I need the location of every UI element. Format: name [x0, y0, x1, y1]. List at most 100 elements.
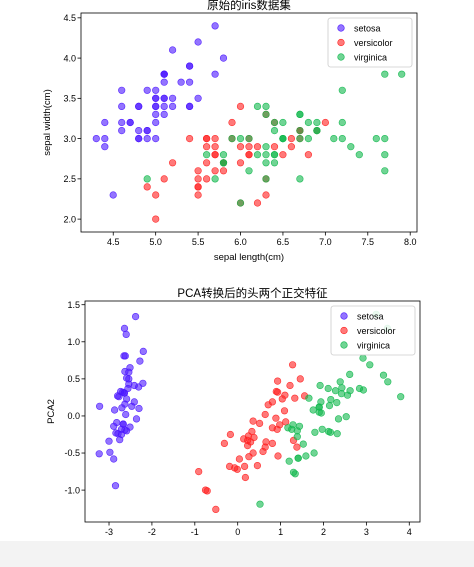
data-point-setosa	[139, 379, 147, 387]
data-point-virginica	[310, 449, 318, 457]
data-point-versicolor	[211, 143, 219, 151]
data-point-virginica	[346, 370, 354, 379]
data-point-setosa	[143, 86, 151, 94]
data-point-setosa	[118, 118, 126, 127]
data-point-virginica	[293, 433, 301, 441]
data-point-virginica	[359, 354, 367, 362]
data-point-virginica	[279, 118, 287, 127]
x-tick-label: 0	[235, 527, 240, 537]
legend-marker-versicolor	[337, 38, 345, 47]
data-point-setosa	[118, 86, 126, 94]
data-point-versicolor	[286, 381, 294, 390]
x-axis-label: sepal length(cm)	[214, 252, 284, 263]
data-point-setosa	[120, 324, 129, 333]
data-point-virginica	[333, 399, 341, 407]
data-point-setosa	[115, 393, 123, 401]
chart-title: PCA转换后的头两个正交特征	[177, 286, 328, 300]
data-point-virginica	[304, 135, 313, 143]
data-point-setosa	[132, 415, 141, 423]
data-point-setosa	[152, 110, 160, 118]
y-tick-label: 2.5	[63, 174, 76, 184]
x-tick-label: 1	[278, 527, 283, 537]
data-point-virginica	[236, 199, 245, 207]
data-point-setosa	[152, 135, 160, 143]
data-point-versicolor	[152, 215, 160, 223]
data-point-versicolor	[203, 175, 211, 183]
y-tick-label: -0.5	[64, 448, 80, 458]
data-point-versicolor	[280, 407, 289, 415]
data-point-virginica	[270, 151, 279, 159]
data-point-versicolor	[287, 143, 296, 151]
data-point-setosa	[95, 450, 103, 458]
data-point-setosa	[95, 402, 104, 410]
chart-pca: PCA转换后的头两个正交特征 -3 -2 -1 0 1 2 3 4 -1.0 -0.5 0.0 0.5 1…	[46, 286, 421, 553]
data-point-setosa	[219, 54, 228, 62]
y-tick-label: -1.0	[64, 485, 80, 495]
data-point-versicolor	[274, 377, 282, 385]
data-point-setosa	[122, 395, 131, 403]
data-point-setosa	[125, 368, 133, 376]
data-point-versicolor	[169, 159, 177, 167]
x-tick-label: -2	[148, 527, 156, 537]
data-point-versicolor	[274, 452, 282, 460]
data-point-versicolor	[194, 191, 202, 199]
data-point-virginica	[236, 135, 245, 143]
data-point-virginica	[279, 135, 287, 143]
data-point-virginica	[366, 361, 374, 369]
data-point-versicolor	[262, 191, 270, 199]
data-point-setosa	[109, 191, 117, 199]
data-point-virginica	[331, 387, 340, 395]
data-point-setosa	[169, 102, 177, 110]
data-point-virginica	[325, 402, 334, 410]
data-point-virginica	[262, 151, 270, 159]
data-point-setosa	[120, 352, 128, 360]
data-point-setosa	[119, 420, 127, 428]
data-point-versicolor	[268, 424, 277, 432]
data-point-versicolor	[256, 419, 264, 428]
data-point-setosa	[130, 398, 138, 406]
data-point-versicolor	[228, 118, 236, 127]
data-point-setosa	[186, 102, 194, 110]
x-tick-label: -3	[105, 527, 113, 537]
x-tick-label: 8.0	[404, 237, 417, 247]
data-point-versicolor	[272, 387, 280, 396]
data-point-versicolor	[219, 167, 228, 175]
legend-marker-versicolor	[340, 326, 348, 335]
legend-box	[327, 17, 413, 68]
data-point-virginica	[318, 425, 326, 433]
data-point-setosa	[130, 381, 138, 390]
data-point-virginica	[313, 127, 321, 135]
data-point-setosa	[101, 135, 109, 143]
data-point-setosa	[135, 127, 143, 135]
y-axis-label: PCA2	[46, 399, 57, 424]
data-point-virginica	[343, 391, 352, 399]
x-tick-label: 4.5	[107, 237, 120, 247]
data-point-virginica	[336, 378, 344, 386]
legend-marker-virginica	[337, 53, 345, 61]
data-point-virginica	[330, 135, 338, 143]
data-point-versicolor	[261, 410, 269, 419]
data-point-setosa	[118, 404, 126, 412]
data-point-versicolor	[249, 449, 257, 457]
y-tick-label: 4.5	[63, 13, 76, 23]
data-point-virginica	[295, 422, 304, 430]
data-point-virginica	[262, 175, 270, 183]
x-tick-label: 5.5	[192, 237, 205, 247]
chart-title: 原始的iris数据集	[207, 0, 291, 12]
data-point-virginica	[253, 151, 262, 159]
x-tick-label: 6.0	[234, 237, 247, 247]
data-point-virginica	[270, 159, 279, 167]
data-point-versicolor	[195, 468, 203, 476]
data-point-versicolor	[194, 167, 202, 175]
data-point-versicolor	[194, 183, 202, 191]
points-layer	[92, 22, 406, 223]
x-tick-label: 7.0	[319, 237, 332, 247]
data-point-virginica	[313, 118, 321, 127]
data-point-setosa	[152, 102, 160, 110]
data-point-versicolor	[245, 151, 253, 159]
data-point-virginica	[381, 135, 389, 143]
data-point-setosa	[110, 406, 119, 414]
data-point-setosa	[160, 110, 168, 118]
data-point-setosa	[105, 437, 113, 445]
